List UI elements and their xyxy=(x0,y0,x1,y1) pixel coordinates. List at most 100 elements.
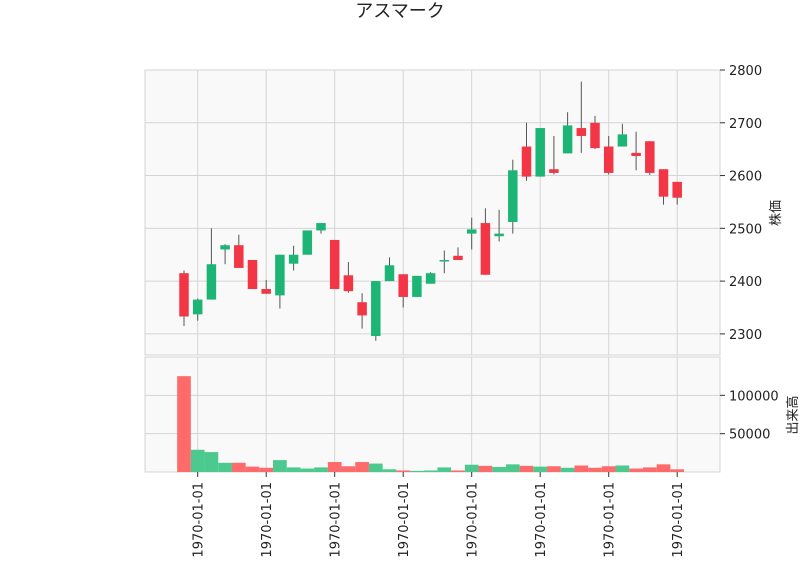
candle-body xyxy=(439,260,450,262)
price-tick-label: 2600 xyxy=(729,170,762,185)
candle-body xyxy=(453,255,463,260)
volume-bar xyxy=(478,465,493,472)
candle-body xyxy=(179,273,189,317)
candle-body xyxy=(658,169,669,197)
volume-bar xyxy=(615,465,630,472)
candle-body xyxy=(494,233,504,237)
volume-bar xyxy=(300,468,315,472)
candle-body xyxy=(631,152,641,157)
volume-bar xyxy=(505,464,520,472)
price-tick-label: 2800 xyxy=(729,64,762,79)
chart-title: アスマーク xyxy=(355,1,444,22)
x-axis: 1970-01-01 1970-01-01 1970-01-01 1970-01-01… xyxy=(192,472,686,558)
candle-body xyxy=(316,223,326,231)
volume-bar xyxy=(341,466,356,472)
candle-body xyxy=(398,274,408,297)
x-tick-label: 1970-01-01 xyxy=(671,482,686,558)
candle-body xyxy=(261,289,271,294)
price-tick-label: 2700 xyxy=(729,117,762,132)
volume-bar xyxy=(574,465,589,472)
volume-bar xyxy=(423,470,438,472)
volume-bar xyxy=(560,467,575,472)
price-plot-area xyxy=(144,69,721,356)
volume-tick-label: 50000 xyxy=(729,428,770,443)
volume-bar xyxy=(218,462,232,472)
volume-bar xyxy=(396,470,411,472)
candles xyxy=(179,81,682,341)
candle-body xyxy=(384,265,395,282)
volume-bars xyxy=(177,376,685,472)
candle-body xyxy=(206,264,217,300)
candle-body xyxy=(521,146,532,177)
candle-body xyxy=(562,125,573,154)
x-tick-label: 1970-01-01 xyxy=(397,482,412,558)
x-tick-label: 1970-01-01 xyxy=(329,482,344,558)
candle-body xyxy=(425,273,436,284)
volume-bar xyxy=(273,460,287,472)
candle-body xyxy=(275,254,285,296)
grid-lines xyxy=(145,69,720,472)
volume-bar xyxy=(451,470,465,472)
volume-bar xyxy=(588,467,602,472)
candle-body xyxy=(343,275,354,292)
volume-bar xyxy=(601,466,616,472)
volume-bar xyxy=(190,449,205,472)
volume-bar xyxy=(259,467,274,472)
candle-body xyxy=(603,146,614,173)
price-axis-label: 株価 xyxy=(769,200,784,226)
candle-body xyxy=(192,299,203,315)
volume-bar xyxy=(368,463,383,472)
volume-bar xyxy=(410,470,424,472)
candle-body xyxy=(302,230,313,255)
volume-tick-label: 100000 xyxy=(729,389,779,404)
candle-body xyxy=(357,302,367,316)
volume-axis-label: 出来高 xyxy=(785,395,800,434)
price-tick-label: 2300 xyxy=(729,328,762,343)
candle-body xyxy=(288,254,299,264)
volume-bar xyxy=(314,467,328,472)
volume-bar xyxy=(547,466,561,472)
candle-body xyxy=(412,275,422,297)
candle-body xyxy=(535,128,545,177)
volume-bar xyxy=(656,464,671,472)
candle-body xyxy=(234,245,244,268)
volume-axis: 50000 100000 xyxy=(720,389,779,443)
candle-body xyxy=(508,170,518,222)
volume-bar xyxy=(327,462,342,472)
volume-bar xyxy=(519,465,534,472)
candle-body xyxy=(480,223,491,275)
candle-body xyxy=(247,260,258,290)
candle-body xyxy=(672,181,682,198)
candle-body xyxy=(645,141,655,173)
volume-bar xyxy=(382,469,397,472)
volume-bar xyxy=(355,462,369,472)
volume-bar xyxy=(642,467,657,472)
volume-bar xyxy=(533,466,548,472)
candle-body xyxy=(617,134,628,147)
candle-body xyxy=(576,128,587,136)
volume-bar xyxy=(231,462,246,472)
x-tick-label: 1970-01-01 xyxy=(192,482,207,558)
volume-bar xyxy=(286,467,301,472)
volume-bar xyxy=(492,467,506,472)
price-axis: 2300 2400 2500 2600 2700 2800 xyxy=(720,64,762,343)
x-tick-label: 1970-01-01 xyxy=(603,482,618,558)
volume-bar xyxy=(177,376,191,472)
candle-body xyxy=(549,169,559,173)
volume-plot-area xyxy=(144,356,721,473)
price-tick-label: 2400 xyxy=(729,275,762,290)
candle-body xyxy=(371,281,381,336)
candle-body xyxy=(466,229,477,234)
volume-bar xyxy=(629,468,643,472)
price-tick-label: 2500 xyxy=(729,222,762,237)
volume-bar xyxy=(670,469,685,472)
x-tick-label: 1970-01-01 xyxy=(466,482,481,558)
candle-body xyxy=(590,122,600,149)
volume-bar xyxy=(437,467,452,472)
candle-body xyxy=(329,239,340,290)
x-tick-label: 1970-01-01 xyxy=(260,482,275,558)
x-tick-label: 1970-01-01 xyxy=(534,482,549,558)
volume-bar xyxy=(464,464,479,472)
